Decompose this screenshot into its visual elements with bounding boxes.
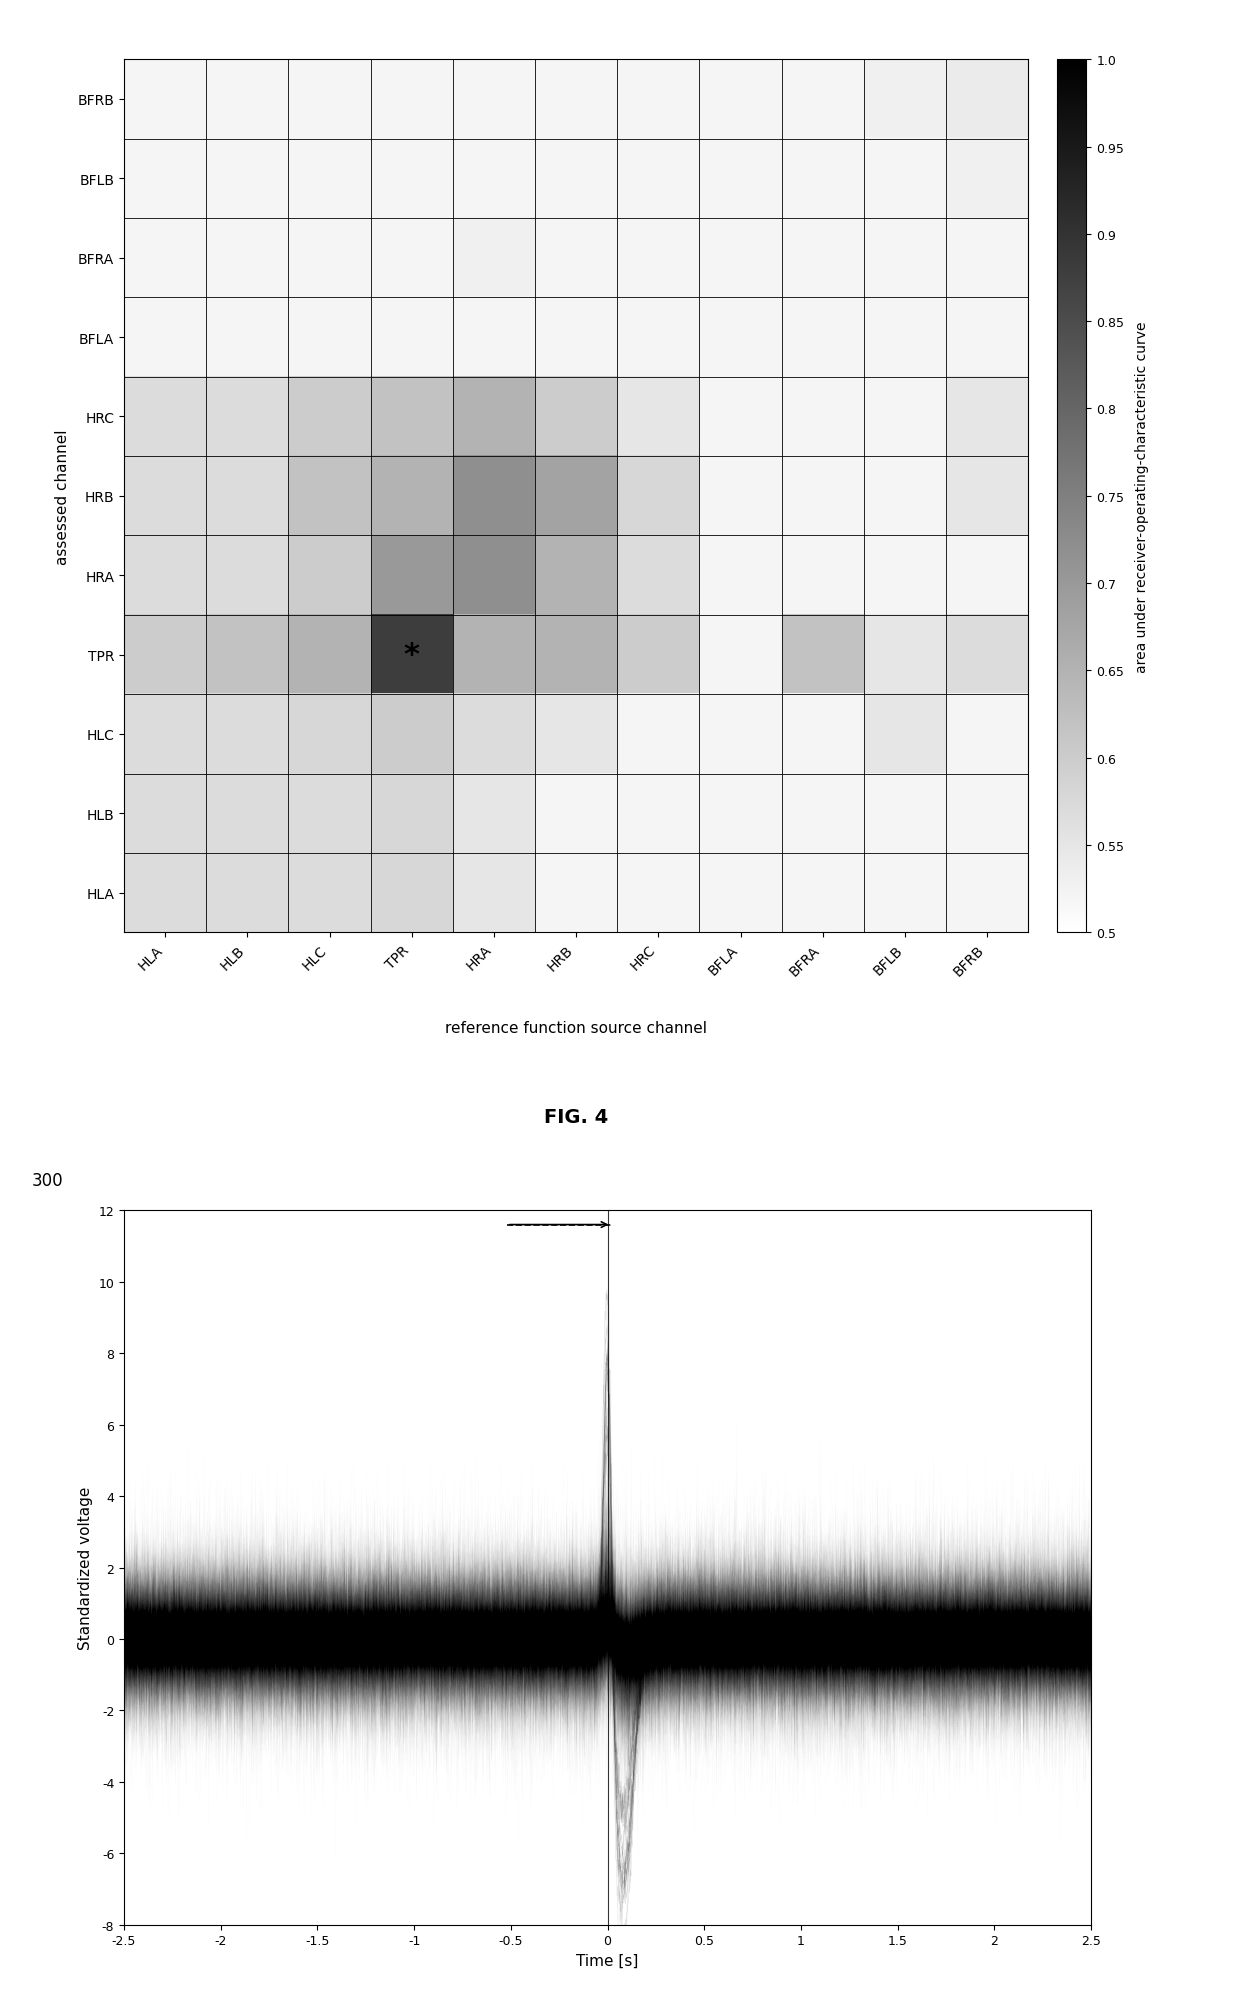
Y-axis label: area under receiver-operating-characteristic curve: area under receiver-operating-characteri…: [1136, 321, 1149, 672]
Text: FIG. 4: FIG. 4: [544, 1107, 609, 1127]
Y-axis label: assessed channel: assessed channel: [56, 429, 71, 563]
X-axis label: reference function source channel: reference function source channel: [445, 1021, 707, 1035]
Text: 300: 300: [32, 1171, 63, 1189]
X-axis label: Time [s]: Time [s]: [577, 1953, 639, 1969]
Y-axis label: Standardized voltage: Standardized voltage: [78, 1486, 93, 1650]
Text: *: *: [404, 642, 420, 670]
